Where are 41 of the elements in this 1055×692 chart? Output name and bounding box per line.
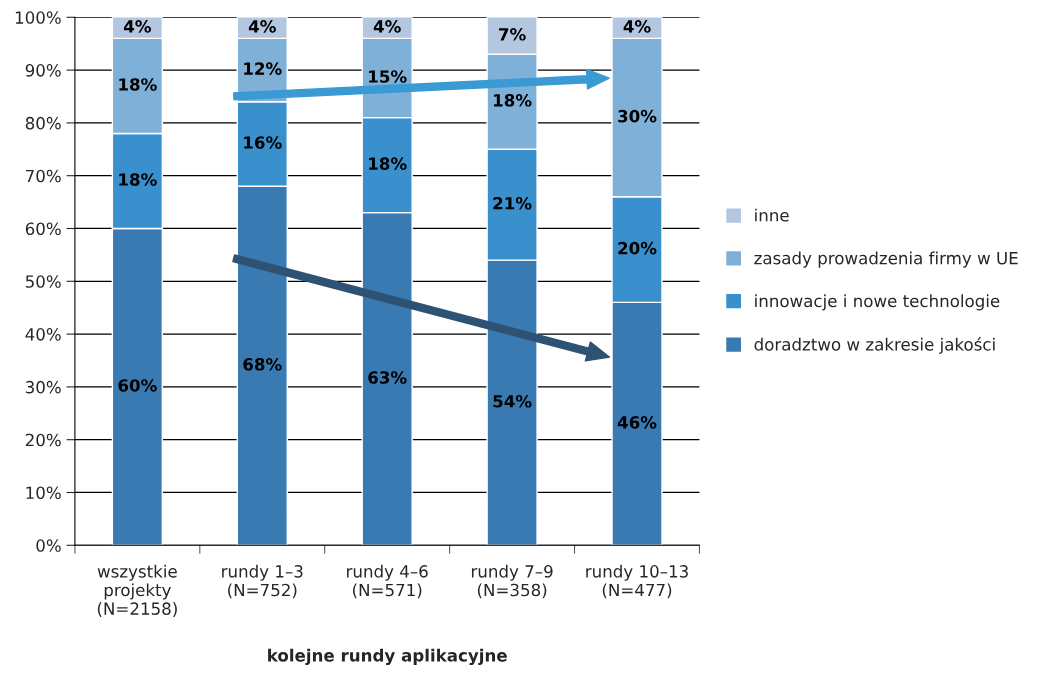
y-tick-label: 50% <box>25 275 61 288</box>
legend-label: doradztwo w zakresie jakości <box>754 337 995 354</box>
data-label: 4% <box>123 20 151 33</box>
data-label: 15% <box>369 70 407 83</box>
data-label: 4% <box>373 20 401 33</box>
x-axis-title: kolejne rundy aplikacyjne <box>268 648 507 666</box>
data-label: 12% <box>244 62 282 75</box>
y-tick-label: 100% <box>15 11 61 24</box>
y-tick-label: 10% <box>26 486 61 500</box>
legend-label: inne <box>755 208 789 222</box>
y-tick-label: 80% <box>25 116 61 130</box>
data-label: 18% <box>494 94 532 107</box>
data-label: 18% <box>369 157 407 170</box>
x-tick-label: wszystkie projekty (N=2158) <box>97 564 177 617</box>
data-label: 63% <box>368 371 407 384</box>
data-label: 18% <box>119 173 157 186</box>
x-tick-label: rundy 1–3 (N=752) <box>222 564 303 599</box>
data-label: 16% <box>244 136 282 149</box>
data-label: 46% <box>617 416 657 429</box>
x-tick-label: rundy 10–13 (N=477) <box>586 564 688 599</box>
y-tick-label: 20% <box>25 433 61 447</box>
data-label: 4% <box>623 20 651 33</box>
x-tick-label: rundy 7–9 (N=358) <box>471 564 553 599</box>
x-tick-label: rundy 4–6 (N=571) <box>347 564 428 599</box>
data-label: 60% <box>118 379 157 392</box>
y-tick-label: 90% <box>25 64 61 77</box>
y-tick-label: 70% <box>26 169 61 183</box>
data-label: 7% <box>499 28 526 41</box>
data-label: 54% <box>493 394 532 408</box>
y-tick-label: 0% <box>36 539 61 552</box>
data-label: 21% <box>493 196 532 210</box>
data-label: 18% <box>119 78 157 91</box>
y-tick-label: 30% <box>25 380 61 394</box>
y-tick-label: 40% <box>25 328 61 341</box>
data-label: 20% <box>618 241 657 255</box>
data-label: 68% <box>243 358 282 371</box>
y-tick-label: 60% <box>25 222 61 236</box>
legend-label: innowacje i nowe technologie <box>755 294 1000 311</box>
data-label: 30% <box>618 109 657 123</box>
legend-label: zasady prowadzenia firmy w UE <box>754 251 1018 268</box>
data-label: 4% <box>248 20 276 33</box>
